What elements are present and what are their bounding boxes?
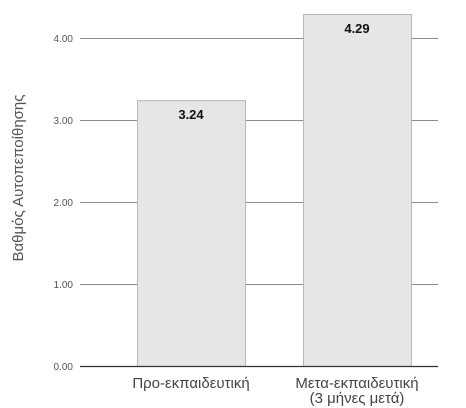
data-label: 3.24 bbox=[178, 107, 204, 122]
x-category-label-line: Μετα-εκπαιδευτική bbox=[295, 375, 418, 392]
y-tick-label: 4.00 bbox=[54, 34, 74, 45]
y-tick-label: 0.00 bbox=[54, 362, 74, 373]
y-tick-labels: 0.00 1.00 2.00 3.00 4.00 bbox=[54, 34, 74, 373]
bars bbox=[137, 14, 412, 368]
y-tick-label: 1.00 bbox=[54, 280, 74, 291]
bar bbox=[303, 14, 412, 367]
data-labels: 3.24 4.29 bbox=[178, 21, 369, 122]
y-tick-label: 2.00 bbox=[54, 198, 74, 209]
x-category-label: Προ-εκπαιδευτική bbox=[132, 375, 249, 392]
x-category-label-line: Προ-εκπαιδευτική bbox=[132, 375, 249, 392]
category-labels: Προ-εκπαιδευτική Μετα-εκπαιδευτική (3 μήνε… bbox=[132, 375, 418, 407]
data-label: 4.29 bbox=[344, 21, 369, 36]
x-category-label: Μετα-εκπαιδευτική (3 μήνες μετά) bbox=[295, 375, 418, 407]
bar bbox=[137, 100, 246, 368]
y-axis-title: Βαθμός Αυτοπεποίθησης bbox=[10, 95, 27, 262]
y-tick-label: 3.00 bbox=[54, 116, 74, 127]
x-category-label-line: (3 μήνες μετά) bbox=[310, 390, 405, 407]
